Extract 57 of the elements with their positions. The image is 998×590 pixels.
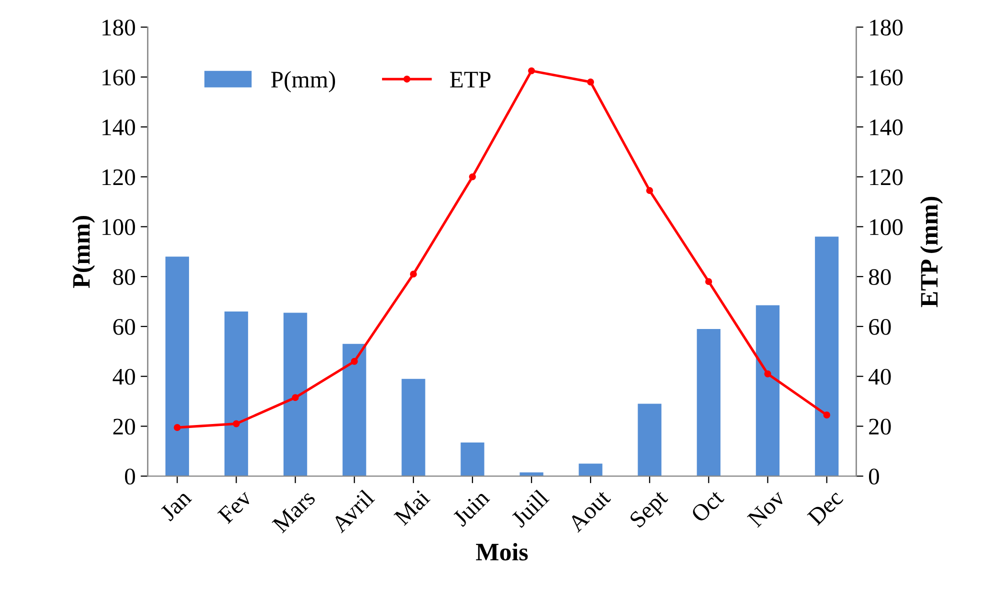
bar <box>696 328 720 476</box>
point <box>174 424 181 431</box>
bar <box>342 344 366 476</box>
legend-label: P(mm) <box>271 70 336 92</box>
point <box>468 173 476 180</box>
bar <box>814 236 839 476</box>
point <box>528 67 535 74</box>
y2-tick-label: 80 <box>868 269 891 286</box>
y2-tick-label: 180 <box>870 20 903 36</box>
x-tick-label: Dec <box>806 489 844 526</box>
x-tick-label: Oct <box>690 488 725 524</box>
point <box>232 420 240 428</box>
y2-tick-label: 140 <box>870 119 903 136</box>
point <box>292 394 299 402</box>
bar <box>756 305 780 476</box>
y2-tick-label: 60 <box>869 318 891 335</box>
bar <box>284 312 308 476</box>
x-tick-label: Jan <box>160 488 192 522</box>
x-tick-label: Fev <box>217 488 253 524</box>
bar <box>638 404 662 476</box>
y2-tick-label: 20 <box>869 418 891 435</box>
y-tick-label: 40 <box>112 368 135 385</box>
y-axis-title: P(mm) <box>72 216 95 288</box>
point <box>764 370 772 378</box>
y-tick-label: 160 <box>102 70 135 86</box>
y-tick-label: 80 <box>113 269 135 286</box>
x-tick-label: Sept <box>628 488 672 532</box>
y-tick-label: 140 <box>102 119 135 136</box>
point <box>646 187 654 194</box>
y2-tick-label: 160 <box>870 70 903 86</box>
bar <box>165 256 190 476</box>
bar <box>224 312 248 476</box>
y2-axis-title: ETP (mm) <box>920 196 943 308</box>
y2-tick-label: 100 <box>870 219 903 236</box>
point <box>410 270 417 278</box>
point <box>823 412 830 418</box>
legend-label: ETP <box>450 72 490 88</box>
y-tick-label: 20 <box>113 418 135 435</box>
x-tick-label: Juin <box>452 488 490 528</box>
point <box>587 78 594 86</box>
y2-tick-label: 0 <box>868 468 879 485</box>
point <box>705 278 712 286</box>
y-tick-label: 100 <box>102 219 135 236</box>
point <box>350 358 358 365</box>
y-tick-label: 120 <box>102 169 135 186</box>
y-tick-label: 60 <box>113 318 135 335</box>
bar <box>460 442 484 476</box>
x-axis-title: Mois <box>476 542 528 561</box>
y-tick-label: 180 <box>102 20 135 36</box>
bar <box>578 464 602 476</box>
x-tick-label: Mai <box>393 488 431 526</box>
x-tick-label: Nov <box>746 488 786 528</box>
y2-tick-label: 40 <box>868 368 891 385</box>
y-tick-label: 0 <box>124 468 135 485</box>
y2-tick-label: 120 <box>870 169 903 186</box>
x-tick-label: Juill <box>510 488 550 528</box>
bar <box>402 378 426 476</box>
